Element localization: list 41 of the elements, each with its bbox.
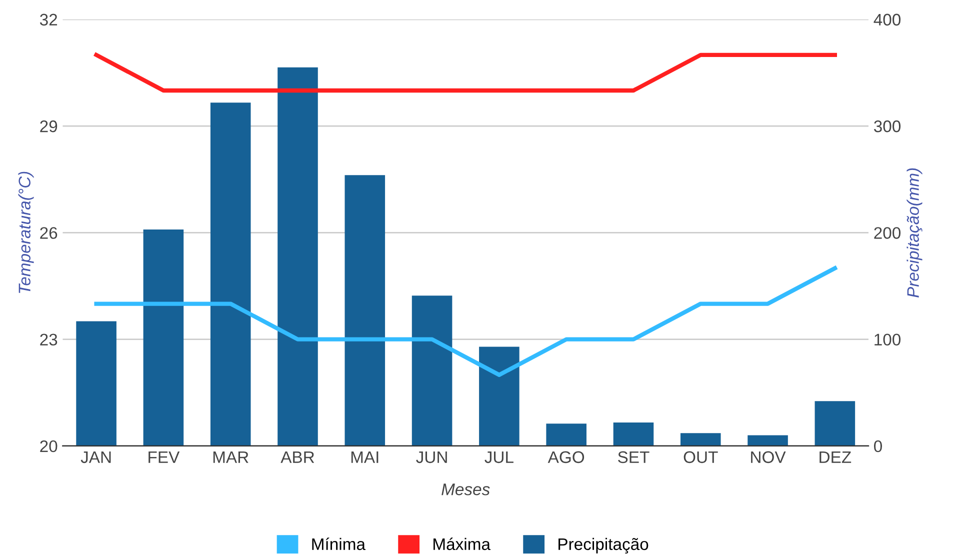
bar: [479, 346, 520, 446]
legend-label: Máxima: [434, 538, 490, 550]
y-tick-label: 23: [40, 334, 58, 346]
y-tick-label: 32: [40, 14, 58, 26]
bar: [143, 229, 184, 446]
x-tick-label: ABR: [280, 451, 314, 463]
bar: [344, 175, 386, 446]
x-axis-title: Meses: [442, 484, 490, 496]
x-tick-label: JAN: [80, 451, 111, 464]
bar: [814, 401, 856, 446]
x-tick-label: JUN: [416, 451, 447, 464]
bar: [278, 67, 318, 446]
x-tick-label: JUL: [484, 451, 514, 464]
y-tick-label: 29: [40, 120, 58, 132]
y-tick-label: 20: [40, 440, 58, 452]
y2-tick-label: 400: [874, 14, 901, 26]
y2-tick-label: 100: [874, 334, 901, 346]
bar: [613, 422, 654, 446]
y2-axis-title: Precipitação(mm): [906, 168, 922, 298]
bar: [680, 433, 721, 446]
x-tick-label: MAI: [351, 451, 378, 463]
line-series: [94, 266, 838, 377]
bar: [210, 102, 251, 446]
x-tick-label: MAR: [213, 451, 248, 463]
x-tick-label: DEZ: [820, 451, 852, 463]
x-tick-label: FEV: [148, 451, 180, 463]
legend-label: Precipitação: [558, 538, 648, 554]
x-tick-label: OUT: [684, 451, 718, 464]
y-tick-label: 26: [40, 227, 58, 239]
y2-tick-label: 200: [874, 227, 901, 239]
x-tick-label: SET: [618, 451, 650, 464]
bar: [546, 424, 586, 446]
legend-label: Mínima: [312, 538, 366, 550]
x-tick-label: AGO: [548, 451, 584, 464]
y2-tick-label: 300: [874, 120, 901, 132]
y2-tick-label: 0: [874, 440, 882, 452]
y-axis-title: Temperatura(°C): [18, 172, 34, 294]
bar: [412, 296, 452, 446]
bar: [748, 435, 788, 446]
bar: [76, 321, 116, 446]
x-tick-label: NOV: [751, 451, 786, 464]
